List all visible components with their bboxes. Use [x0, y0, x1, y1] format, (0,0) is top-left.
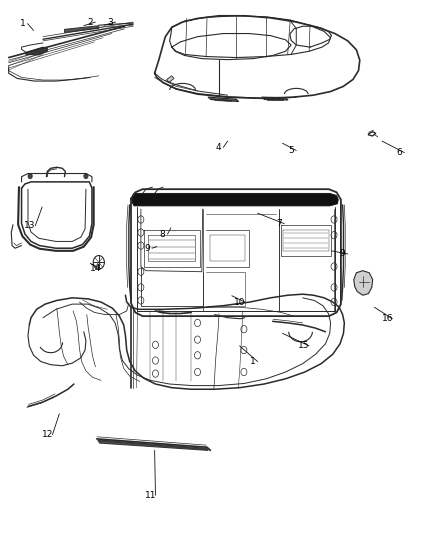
- Text: 9: 9: [144, 244, 150, 253]
- Circle shape: [84, 174, 88, 179]
- Text: 12: 12: [42, 430, 53, 439]
- Text: 1: 1: [250, 357, 255, 366]
- Text: 9: 9: [340, 249, 346, 259]
- Text: 7: 7: [276, 219, 282, 228]
- Text: 11: 11: [145, 491, 156, 500]
- Text: 5: 5: [288, 146, 294, 155]
- Polygon shape: [354, 271, 373, 295]
- Text: 4: 4: [215, 143, 221, 152]
- Polygon shape: [98, 440, 208, 450]
- Polygon shape: [166, 76, 174, 83]
- Text: 14: 14: [90, 264, 101, 273]
- Polygon shape: [215, 99, 232, 101]
- Circle shape: [28, 174, 32, 179]
- Text: 6: 6: [396, 148, 402, 157]
- Text: 13: 13: [25, 221, 36, 230]
- Polygon shape: [26, 47, 47, 55]
- Text: 1: 1: [20, 19, 25, 28]
- Text: 10: 10: [234, 297, 245, 306]
- Polygon shape: [64, 26, 99, 33]
- Text: 2: 2: [88, 18, 93, 27]
- Text: 8: 8: [159, 230, 165, 239]
- Text: 15: 15: [298, 342, 310, 350]
- Polygon shape: [267, 98, 283, 100]
- Text: 3: 3: [107, 18, 113, 27]
- Text: 16: 16: [381, 314, 393, 323]
- Polygon shape: [132, 193, 338, 206]
